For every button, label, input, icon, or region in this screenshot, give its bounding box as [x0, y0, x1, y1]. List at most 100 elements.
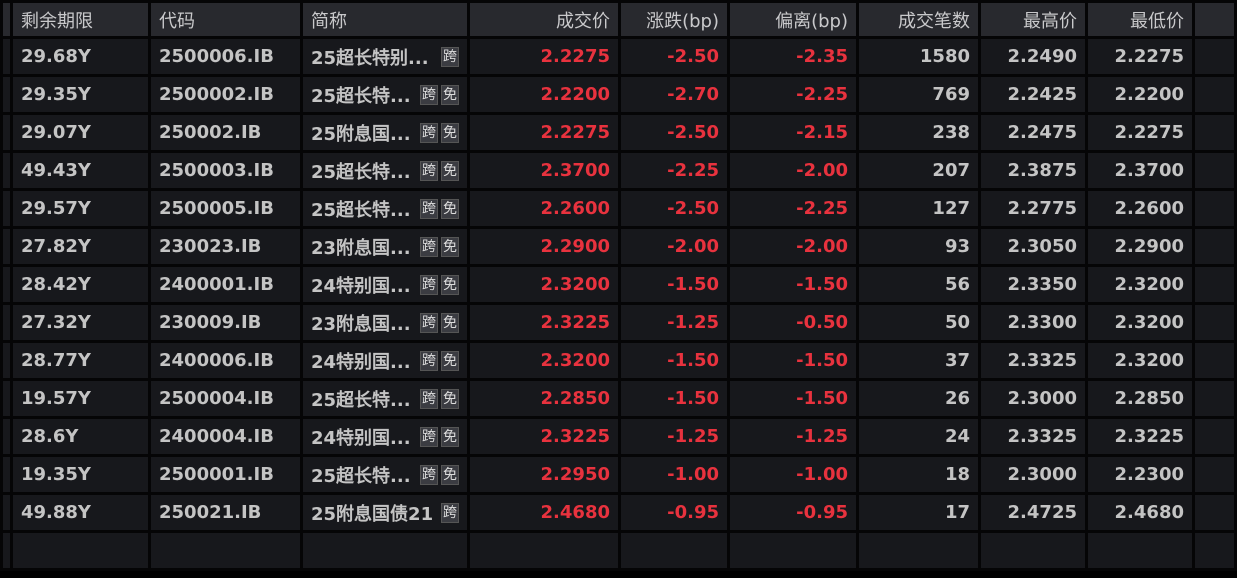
- table-row[interactable]: 27.82Y 230023.IB 23附息国... 跨免 2.2900 -2.00…: [0, 226, 1237, 267]
- table-row[interactable]: 29.07Y 250002.IB 25附息国... 跨免 2.2275 -2.50…: [0, 112, 1237, 153]
- table-row[interactable]: 49.43Y 2500003.IB 25超长特... 跨免 2.3700 -2.2…: [0, 150, 1237, 191]
- bond-name: 25超长特...: [311, 389, 411, 411]
- cell-code[interactable]: 2500001.IB: [148, 454, 303, 495]
- tax-exempt-badge: 免: [441, 237, 459, 257]
- filler-cell: [1192, 378, 1237, 419]
- cell-high: 2.2425: [978, 74, 1088, 115]
- bond-name: 23附息国...: [311, 313, 411, 335]
- table-row[interactable]: [0, 530, 1237, 571]
- table-row[interactable]: 27.32Y 230009.IB 23附息国... 跨免 2.3225 -1.25…: [0, 302, 1237, 343]
- bond-name: 25超长特...: [311, 85, 411, 107]
- table-row[interactable]: 29.68Y 2500006.IB 25超长特别... 跨 2.2275 -2.5…: [0, 36, 1237, 77]
- filler-cell: [1192, 264, 1237, 305]
- tax-exempt-badge: 免: [441, 161, 459, 181]
- column-header-dev[interactable]: 偏离(bp): [727, 0, 859, 39]
- cell-price: 2.3200: [467, 340, 621, 381]
- cell-code[interactable]: 2500005.IB: [148, 188, 303, 229]
- filler-cell: [1192, 226, 1237, 267]
- filler-cell: [1192, 302, 1237, 343]
- row-marker: [0, 416, 13, 457]
- column-header-name[interactable]: 简称: [300, 0, 470, 39]
- cell-name: 25超长特... 跨免: [300, 150, 470, 191]
- cell-code[interactable]: 2500002.IB: [148, 74, 303, 115]
- row-marker: [0, 340, 13, 381]
- cell-change: -1.50: [618, 264, 730, 305]
- table-row[interactable]: 19.57Y 2500004.IB 25超长特... 跨免 2.2850 -1.5…: [0, 378, 1237, 419]
- bond-name: 24特别国...: [311, 275, 411, 297]
- row-marker: [0, 226, 13, 267]
- filler-cell: [1192, 188, 1237, 229]
- cell-term: 28.77Y: [10, 340, 151, 381]
- filler-cell: [1192, 150, 1237, 191]
- cell-code[interactable]: 2400001.IB: [148, 264, 303, 305]
- column-header-high[interactable]: 最高价: [978, 0, 1088, 39]
- column-header-count[interactable]: 成交笔数: [856, 0, 981, 39]
- cell-deviation: -1.00: [727, 454, 859, 495]
- cell-price: 2.2600: [467, 188, 621, 229]
- cell-name: 24特别国... 跨免: [300, 340, 470, 381]
- cell-deviation: -0.50: [727, 302, 859, 343]
- cell-term: 29.35Y: [10, 74, 151, 115]
- column-header-term[interactable]: 剩余期限: [10, 0, 151, 39]
- table-row[interactable]: 28.42Y 2400001.IB 24特别国... 跨免 2.3200 -1.5…: [0, 264, 1237, 305]
- row-marker: [0, 150, 13, 191]
- cross-market-badge: 跨: [420, 123, 438, 143]
- column-header-price[interactable]: 成交价: [467, 0, 621, 39]
- cross-market-badge: 跨: [420, 275, 438, 295]
- cell-count: 50: [856, 302, 981, 343]
- cell-price: 2.3225: [467, 416, 621, 457]
- header-row: 剩余期限 代码 简称 成交价 涨跌(bp) 偏离(bp) 成交笔数 最高价 最低价: [0, 0, 1237, 39]
- cell-low: 2.3200: [1085, 302, 1195, 343]
- cell-count: 26: [856, 378, 981, 419]
- cell-price: 2.3225: [467, 302, 621, 343]
- table-row[interactable]: 28.6Y 2400004.IB 24特别国... 跨免 2.3225 -1.25…: [0, 416, 1237, 457]
- cell-code[interactable]: 2500003.IB: [148, 150, 303, 191]
- cell-code[interactable]: 250002.IB: [148, 112, 303, 153]
- table-row[interactable]: 19.35Y 2500001.IB 25超长特... 跨免 2.2950 -1.0…: [0, 454, 1237, 495]
- row-marker: [0, 36, 13, 77]
- tax-exempt-badge: 免: [441, 351, 459, 371]
- row-marker: [0, 492, 13, 533]
- cell-change: -2.00: [618, 226, 730, 267]
- column-header-chg[interactable]: 涨跌(bp): [618, 0, 730, 39]
- cell-low: 2.2200: [1085, 74, 1195, 115]
- cell-low: 2.2900: [1085, 226, 1195, 267]
- table-row[interactable]: 28.77Y 2400006.IB 24特别国... 跨免 2.3200 -1.5…: [0, 340, 1237, 381]
- cell-deviation: -2.00: [727, 226, 859, 267]
- cross-market-badge: 跨: [420, 237, 438, 257]
- cell-high: 2.3875: [978, 150, 1088, 191]
- column-header-low[interactable]: 最低价: [1085, 0, 1195, 39]
- table-row[interactable]: 49.88Y 250021.IB 25附息国债21 跨 2.4680 -0.95 …: [0, 492, 1237, 533]
- cell-low: 2.2275: [1085, 36, 1195, 77]
- tax-exempt-badge: 免: [441, 85, 459, 105]
- cell-deviation: -1.50: [727, 378, 859, 419]
- cell-count: 127: [856, 188, 981, 229]
- bond-name: 24特别国...: [311, 427, 411, 449]
- cell-low: 2.3200: [1085, 264, 1195, 305]
- cell-high: 2.2490: [978, 36, 1088, 77]
- column-header-code[interactable]: 代码: [148, 0, 303, 39]
- cell-code[interactable]: 250021.IB: [148, 492, 303, 533]
- cell-code[interactable]: 2500004.IB: [148, 378, 303, 419]
- cell-change: -1.25: [618, 416, 730, 457]
- cell-code[interactable]: 2400004.IB: [148, 416, 303, 457]
- cell-count: 93: [856, 226, 981, 267]
- cell-code[interactable]: 230023.IB: [148, 226, 303, 267]
- cell-term: 29.07Y: [10, 112, 151, 153]
- filler-cell: [1192, 36, 1237, 77]
- cell-code[interactable]: 2500006.IB: [148, 36, 303, 77]
- filler-cell: [1192, 340, 1237, 381]
- table-row[interactable]: 29.35Y 2500002.IB 25超长特... 跨免 2.2200 -2.7…: [0, 74, 1237, 115]
- cell-price: 2.3200: [467, 264, 621, 305]
- cell-change: -0.95: [618, 492, 730, 533]
- cell-count: 37: [856, 340, 981, 381]
- filler-cell: [1192, 492, 1237, 533]
- cell-code[interactable]: 230009.IB: [148, 302, 303, 343]
- bond-name: 25超长特...: [311, 465, 411, 487]
- cell-code[interactable]: 2400006.IB: [148, 340, 303, 381]
- tax-exempt-badge: 免: [441, 313, 459, 333]
- cell-deviation: -2.15: [727, 112, 859, 153]
- cell-term: 28.6Y: [10, 416, 151, 457]
- table-row[interactable]: 29.57Y 2500005.IB 25超长特... 跨免 2.2600 -2.5…: [0, 188, 1237, 229]
